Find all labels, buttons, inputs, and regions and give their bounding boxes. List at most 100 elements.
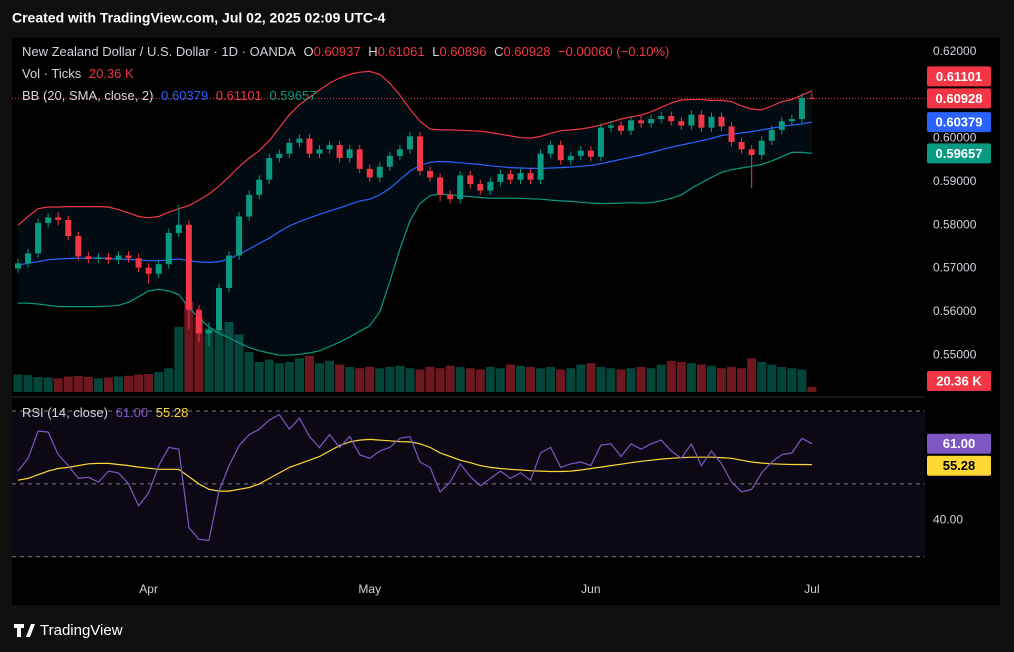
volume-bar bbox=[63, 376, 73, 392]
change-value: −0.00060 (−0.10%) bbox=[558, 44, 670, 59]
volume-bar bbox=[465, 368, 475, 392]
candle-body bbox=[427, 171, 434, 178]
candle-body bbox=[226, 255, 233, 289]
candle-body bbox=[788, 119, 795, 122]
volume-bar bbox=[526, 367, 536, 392]
x-tick-label: May bbox=[358, 582, 381, 596]
volume-bar bbox=[797, 369, 807, 392]
candle-body bbox=[758, 140, 765, 155]
chart-panel bbox=[12, 38, 1000, 605]
candle-body bbox=[487, 181, 494, 191]
candle-body bbox=[417, 136, 423, 172]
volume-bar bbox=[53, 378, 63, 392]
symbol-legend: New Zealand Dollar / U.S. Dollar · 1D · … bbox=[22, 44, 673, 59]
bb-middle bbox=[17, 121, 813, 266]
y-tick-label: 0.62000 bbox=[933, 44, 977, 58]
volume-bar bbox=[566, 368, 576, 392]
y-tick-label: 0.60000 bbox=[933, 131, 977, 145]
ohlc-key: H bbox=[368, 44, 378, 59]
watermark: Created with TradingView.com, Jul 02, 20… bbox=[12, 10, 386, 26]
volume-bar bbox=[536, 368, 546, 392]
high-value: 0.61061 bbox=[377, 44, 425, 59]
candle-body bbox=[708, 116, 715, 128]
close-value: 0.60928 bbox=[503, 44, 551, 59]
volume-bar bbox=[224, 322, 234, 392]
candle-body bbox=[336, 145, 343, 159]
y-tick-label: 0.55000 bbox=[933, 347, 977, 361]
volume-bar bbox=[666, 360, 676, 392]
candle-body bbox=[798, 97, 805, 120]
candle-body bbox=[326, 145, 333, 150]
candle-body bbox=[447, 194, 454, 200]
volume-bar bbox=[576, 364, 586, 392]
candle-body bbox=[286, 142, 293, 154]
badge-bb-middle-bg bbox=[927, 112, 991, 133]
volume-bar bbox=[596, 367, 606, 392]
rsi-value: 61.00 bbox=[115, 405, 149, 420]
low-value: 0.60896 bbox=[439, 44, 487, 59]
candle-body bbox=[216, 288, 222, 331]
badge-close: 0.60928 bbox=[936, 91, 983, 106]
candle-body bbox=[718, 116, 725, 127]
volume-bar bbox=[626, 368, 636, 392]
badge-volume: 20.36 K bbox=[936, 373, 982, 388]
volume-bar bbox=[385, 367, 395, 392]
candle-body bbox=[698, 114, 705, 128]
volume-bar bbox=[284, 362, 294, 392]
volume-bar bbox=[777, 367, 787, 392]
candle-body bbox=[25, 253, 32, 264]
candle-body bbox=[266, 158, 273, 180]
volume-bar bbox=[485, 367, 495, 392]
ohlc-key: O bbox=[303, 44, 314, 59]
volume-bar bbox=[134, 374, 144, 392]
badge-bb-lower-bg bbox=[927, 143, 991, 164]
candle-body bbox=[105, 257, 112, 260]
volume-bar bbox=[13, 374, 23, 392]
volume-bar bbox=[455, 367, 465, 392]
volume-bar bbox=[304, 355, 314, 392]
candle-body bbox=[597, 127, 604, 157]
volume-value: 20.36 K bbox=[88, 66, 134, 81]
volume-bar bbox=[717, 368, 726, 392]
candle-body bbox=[457, 175, 464, 200]
candle-body bbox=[678, 121, 685, 126]
volume-bar bbox=[23, 375, 33, 392]
candle-body bbox=[296, 138, 303, 143]
volume-bar bbox=[43, 377, 53, 392]
volume-bar bbox=[516, 365, 525, 392]
candle-body bbox=[517, 173, 524, 180]
candle-body bbox=[75, 236, 82, 257]
y-tick-label: 0.57000 bbox=[933, 261, 977, 275]
candle-body bbox=[406, 136, 413, 150]
candle-body bbox=[85, 256, 92, 259]
volume-bar bbox=[214, 329, 224, 392]
x-tick-label: Jun bbox=[581, 582, 600, 596]
volume-bar bbox=[335, 364, 345, 392]
rsi-legend: RSI (14, close) 61.00 55.28 bbox=[22, 405, 192, 420]
volume-bar bbox=[154, 372, 164, 392]
bb-middle-value: 0.60379 bbox=[161, 88, 209, 103]
candle-body bbox=[256, 179, 263, 195]
candle-body bbox=[185, 224, 192, 310]
volume-bar bbox=[294, 358, 304, 392]
volume-bar bbox=[646, 368, 656, 392]
volume-bar bbox=[686, 363, 696, 392]
candle-body bbox=[577, 150, 584, 156]
candle-body bbox=[125, 255, 132, 259]
candle-body bbox=[437, 177, 444, 195]
badge-bb-lower: 0.59657 bbox=[936, 146, 983, 161]
candle-body bbox=[507, 174, 514, 180]
badge-bb-upper-bg bbox=[927, 66, 991, 87]
y-tick-label: 0.58000 bbox=[933, 217, 977, 231]
badge-bb-upper: 0.61101 bbox=[936, 69, 982, 84]
candle-body bbox=[467, 175, 474, 185]
volume-bar bbox=[556, 369, 566, 392]
candle-body bbox=[658, 115, 665, 120]
candle-body bbox=[537, 153, 544, 180]
candle-body bbox=[145, 267, 152, 274]
candle-body bbox=[567, 155, 574, 161]
y-tick-label: 0.59000 bbox=[933, 174, 977, 188]
bb-upper bbox=[17, 70, 813, 226]
